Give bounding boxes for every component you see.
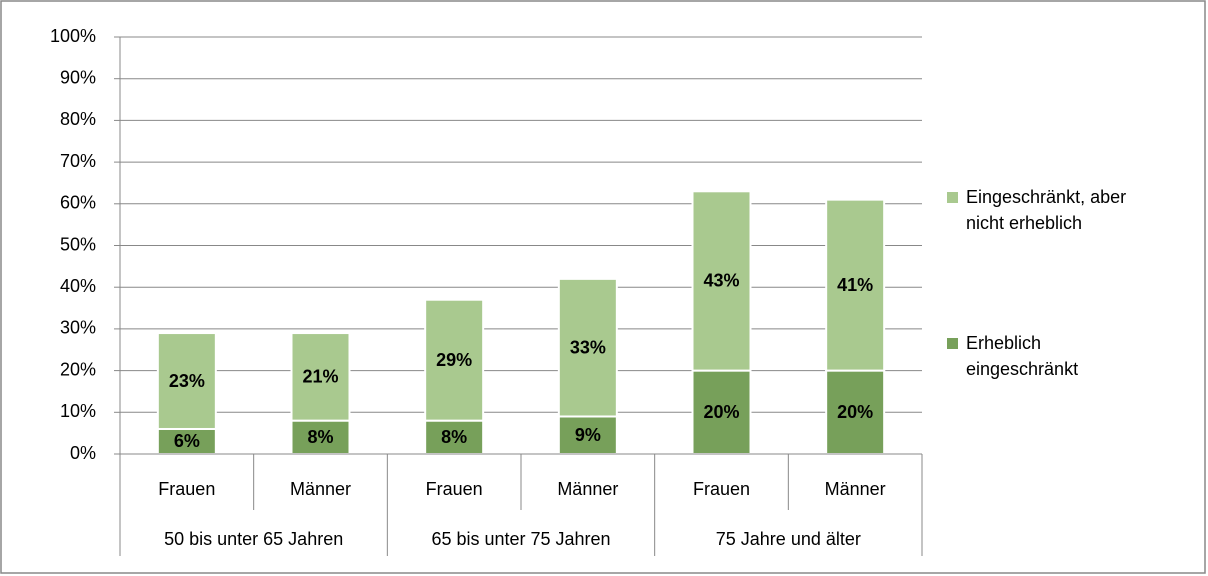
x-tick-label: Männer — [825, 479, 886, 499]
data-label: 8% — [307, 427, 333, 447]
y-tick-label: 100% — [50, 26, 96, 46]
x-tick-label: Männer — [557, 479, 618, 499]
x-tick-label: Männer — [290, 479, 351, 499]
y-tick-label: 90% — [60, 67, 96, 87]
data-label: 21% — [302, 367, 338, 387]
group-label: 50 bis unter 65 Jahren — [164, 529, 343, 549]
bar-segment — [557, 415, 618, 455]
x-tick-label: Frauen — [426, 479, 483, 499]
data-label: 29% — [436, 350, 472, 370]
data-label: 8% — [441, 427, 467, 447]
bar-segment — [557, 277, 618, 418]
y-tick-label: 50% — [60, 234, 96, 254]
y-tick-label: 10% — [60, 401, 96, 421]
y-tick-label: 20% — [60, 359, 96, 379]
data-label: 9% — [575, 425, 601, 445]
legend-label: Erheblich eingeschränkt — [966, 333, 1079, 379]
bar-segment — [290, 332, 351, 422]
data-label: 23% — [169, 371, 205, 391]
y-tick-label: 40% — [60, 276, 96, 296]
group-label: 75 Jahre und älter — [716, 529, 861, 549]
data-label: 20% — [703, 402, 739, 422]
bar-segment — [156, 427, 217, 456]
y-tick-label: 60% — [60, 193, 96, 213]
y-tick-label: 0% — [70, 443, 96, 463]
legend-swatch — [947, 192, 958, 203]
y-tick-label: 70% — [60, 151, 96, 171]
x-tick-label: Frauen — [158, 479, 215, 499]
legend-swatch — [947, 338, 958, 349]
y-tick-label: 30% — [60, 318, 96, 338]
data-label: 6% — [174, 431, 200, 451]
bar-segment — [825, 369, 886, 456]
data-label: 43% — [703, 271, 739, 291]
data-label: 33% — [570, 337, 606, 357]
data-label: 41% — [837, 275, 873, 295]
bar-segment — [691, 190, 752, 372]
legend-label: Eingeschränkt, aber nicht erheblich — [966, 187, 1127, 233]
x-tick-label: Frauen — [693, 479, 750, 499]
y-tick-label: 80% — [60, 109, 96, 129]
bar-segment — [424, 298, 485, 422]
group-label: 65 bis unter 75 Jahren — [431, 529, 610, 549]
bar-segment — [156, 332, 217, 430]
data-label: 20% — [837, 402, 873, 422]
bar-segment — [825, 198, 886, 372]
